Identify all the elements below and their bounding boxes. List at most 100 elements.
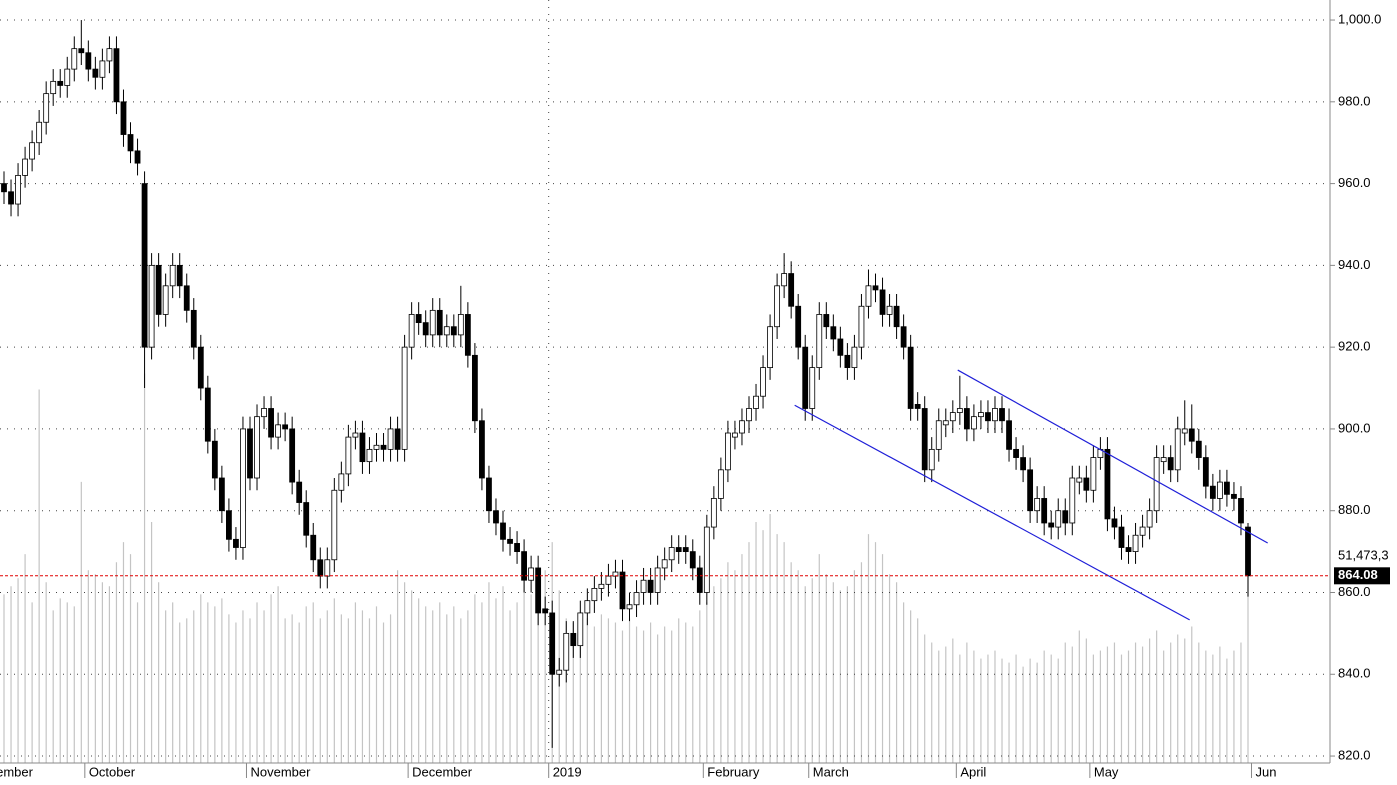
candle-body [1034, 498, 1041, 512]
candle-body [935, 420, 942, 450]
candle-body [788, 273, 795, 307]
candle-body [85, 52, 92, 70]
candle-body [429, 309, 436, 336]
candle-body [197, 346, 204, 389]
candle-body [528, 567, 535, 581]
candle-body [1027, 469, 1034, 512]
candle-body [296, 481, 303, 503]
candle-body [844, 354, 851, 368]
candle-body [1111, 518, 1118, 528]
candle-body [486, 477, 492, 512]
candle-body [1069, 477, 1076, 524]
candle-body [1104, 448, 1111, 520]
candle-body [120, 101, 127, 135]
candle-body [464, 314, 471, 356]
candle-body [767, 326, 773, 368]
candle-body [380, 444, 387, 450]
candle-body [29, 142, 36, 160]
candle-body [563, 632, 570, 671]
candle-body [92, 68, 99, 78]
candle-body [8, 191, 14, 205]
candle-body [71, 48, 78, 70]
candle-body [1048, 522, 1055, 528]
candle-body [1245, 526, 1251, 577]
candle-body [162, 285, 169, 315]
candle-body [387, 428, 394, 450]
candle-body [865, 285, 872, 307]
candle-body [338, 473, 345, 491]
candle-body [1125, 547, 1132, 553]
candle-body [999, 408, 1005, 422]
candle-body [619, 571, 626, 610]
x-tick-label: Jun [1256, 764, 1277, 779]
candle-body [556, 669, 563, 675]
candle-body [640, 579, 647, 593]
candle-body [15, 175, 21, 205]
x-tick-label: May [1094, 764, 1119, 779]
last-price-label: 864.08 [1338, 567, 1378, 582]
x-tick-label: February [707, 764, 760, 779]
candle-body [254, 416, 260, 479]
candle-body [1076, 477, 1083, 483]
candle-body [1, 183, 7, 193]
candle-body [106, 48, 113, 62]
candle-body [978, 412, 984, 418]
candle-body [1020, 457, 1026, 471]
candle-body [401, 346, 408, 450]
y-tick-label: 960.0 [1338, 175, 1371, 190]
candle-body [310, 534, 317, 561]
candle-body [739, 420, 745, 434]
candle-body [900, 326, 907, 348]
candle-body [479, 420, 485, 479]
candle-body [331, 489, 338, 561]
candle-body [689, 551, 696, 569]
candle-body [1146, 510, 1153, 528]
y-tick-label: 860.0 [1338, 584, 1371, 599]
candle-body [183, 285, 190, 311]
candle-body [204, 387, 211, 442]
candle-body [64, 68, 71, 86]
candle-body [226, 510, 232, 540]
candle-body [169, 264, 176, 287]
candle-body [282, 424, 289, 430]
candle-body [514, 543, 520, 553]
candle-body [1041, 498, 1048, 524]
x-tick-label: September [0, 764, 34, 779]
candle-body [837, 338, 844, 356]
candle-body [830, 326, 837, 340]
candle-body [668, 547, 675, 561]
candle-body [1195, 440, 1202, 458]
candle-body [1188, 428, 1195, 442]
candle-body [1238, 498, 1244, 524]
candle-body [598, 583, 605, 589]
candle-body [710, 498, 717, 528]
candle-body [422, 322, 429, 336]
y-tick-label: 1,000.0 [1338, 11, 1381, 26]
last-price-box [1334, 567, 1390, 585]
candle-body [50, 80, 57, 95]
candle-body [591, 588, 598, 602]
candle-body [450, 326, 457, 336]
candle-body [22, 158, 28, 176]
candle-body [661, 559, 668, 569]
candle-body [218, 477, 225, 512]
x-tick-label: December [412, 764, 473, 779]
candle-body [942, 420, 949, 426]
candle-body [415, 314, 422, 324]
candle-body [359, 432, 366, 463]
candle-body [190, 309, 197, 348]
candle-body [1209, 485, 1216, 499]
candle-body [570, 632, 577, 647]
candle-body [261, 408, 267, 418]
candle-body [647, 579, 654, 593]
candle-body [682, 547, 689, 553]
candle-body [914, 403, 921, 409]
candle-body [507, 538, 513, 544]
candle-body [1224, 481, 1230, 495]
candle-body [493, 510, 499, 524]
candle-body [373, 444, 380, 450]
candle-body [605, 575, 612, 585]
candle-body [703, 526, 710, 593]
grid-layer [0, 0, 1330, 763]
